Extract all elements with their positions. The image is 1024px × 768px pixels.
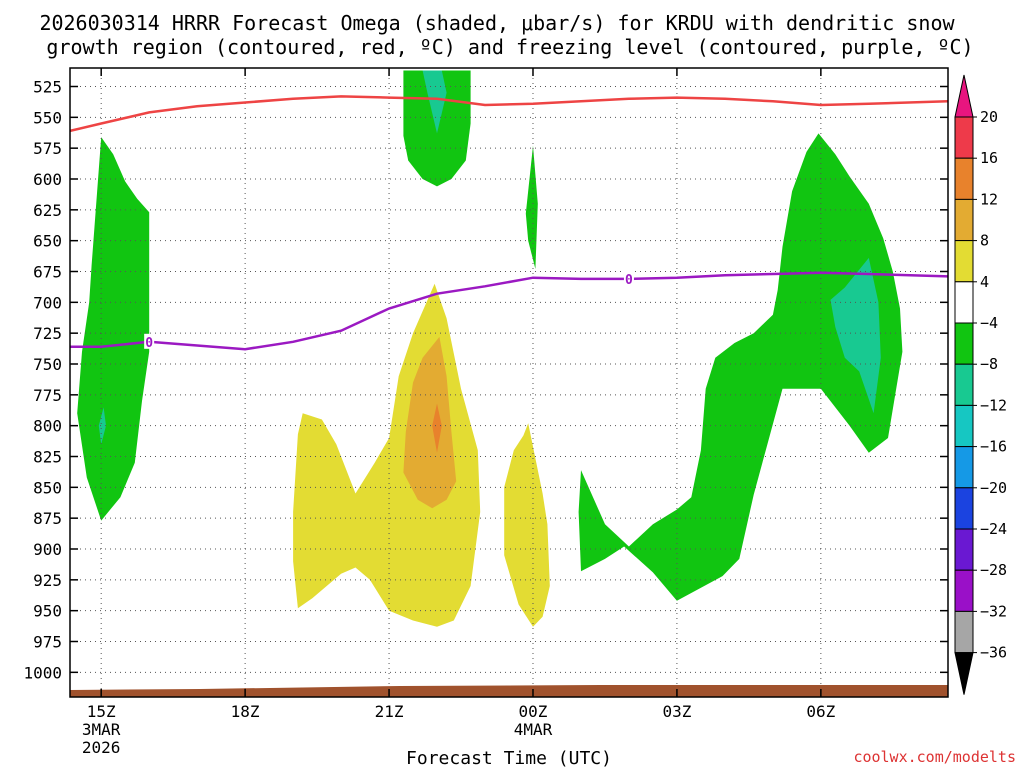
- y-tick-label-800: 800: [33, 417, 62, 436]
- x-tick-label-03Z: 03Z: [662, 702, 691, 721]
- contour-label-0: 0: [145, 336, 153, 351]
- colorbar-bin-11: [954, 569, 974, 612]
- y-tick-label-600: 600: [33, 170, 62, 189]
- omega-region-0: [77, 137, 150, 521]
- terrain-strip: [70, 685, 948, 697]
- colorbar-bin-4: [954, 281, 974, 324]
- colorbar-bin-7: [954, 404, 974, 448]
- colorbar-bin-1: [954, 157, 974, 200]
- omega-region-9: [432, 403, 442, 453]
- colorbar-bottom-arrow: [954, 652, 974, 695]
- colorbar-label-8: −16: [980, 438, 1007, 456]
- contour-label-bg-1: [623, 270, 634, 286]
- contour-label-bg-0: [144, 333, 155, 349]
- colorbar-label-2: 12: [980, 190, 998, 208]
- omega-region-8: [403, 336, 457, 509]
- y-tick-label-700: 700: [33, 293, 62, 312]
- colorbar-bin-10: [954, 528, 974, 571]
- colorbar-bin-9: [954, 487, 974, 530]
- colorbar-label-9: −20: [980, 479, 1007, 497]
- omega-region-10: [504, 423, 550, 627]
- colorbar-label-0: 20: [980, 108, 998, 126]
- colorbar-label-12: −32: [980, 602, 1007, 620]
- y-tick-label-550: 550: [33, 108, 62, 127]
- freezing-level-contour: [70, 271, 949, 351]
- colorbar-bin-3: [954, 240, 974, 283]
- y-tick-label-950: 950: [33, 602, 62, 621]
- y-tick-label-625: 625: [33, 201, 62, 220]
- y-tick-label-850: 850: [33, 478, 62, 497]
- x-tick-label-00Z: 00Z: [519, 702, 548, 721]
- x-tick-label-06Z: 06Z: [806, 702, 835, 721]
- x-tick-sublabel-15Z: 3MAR: [82, 720, 121, 739]
- omega-region-4: [525, 145, 538, 269]
- x-tick-label-21Z: 21Z: [375, 702, 404, 721]
- colorbar-label-3: 8: [980, 232, 989, 250]
- colorbar-label-10: −24: [980, 520, 1007, 538]
- y-tick-label-525: 525: [33, 78, 62, 97]
- y-tick-label-875: 875: [33, 509, 62, 528]
- colorbar-label-6: −8: [980, 355, 998, 373]
- x-tick-label-15Z: 15Z: [87, 702, 116, 721]
- y-tick-label-575: 575: [33, 139, 62, 158]
- dendritic-growth-contour: [69, 95, 949, 133]
- y-tick-label-725: 725: [33, 324, 62, 343]
- omega-region-1: [98, 407, 106, 445]
- colorbar-label-1: 16: [980, 149, 998, 167]
- colorbar-bin-5: [954, 322, 974, 365]
- credit-text: coolwx.com/modelts: [853, 748, 1016, 766]
- omega-region-6: [830, 257, 881, 414]
- colorbar-label-7: −12: [980, 396, 1007, 414]
- colorbar-bin-6: [954, 363, 974, 406]
- y-tick-label-825: 825: [33, 448, 62, 467]
- colorbar-top-arrow: [954, 74, 974, 118]
- colorbar-label-13: −36: [980, 644, 1007, 662]
- y-tick-label-925: 925: [33, 571, 62, 590]
- contour-label-1: 0: [625, 273, 633, 288]
- y-tick-label-975: 975: [33, 633, 62, 652]
- y-tick-label-1000: 1000: [23, 663, 62, 682]
- colorbar-bin-12: [954, 610, 974, 654]
- chart-title-line1: 2026030314 HRRR Forecast Omega (shaded, …: [39, 11, 955, 35]
- colorbar-bin-2: [954, 198, 974, 242]
- colorbar-label-5: −4: [980, 314, 998, 332]
- omega-region-5: [578, 133, 903, 601]
- plot-area: 0052555057560062565067570072575077580082…: [23, 67, 1007, 757]
- colorbar-bin-8: [954, 446, 974, 489]
- x-tick-sublabel2-15Z: 2026: [82, 738, 121, 757]
- y-tick-label-750: 750: [33, 355, 62, 374]
- y-tick-label-650: 650: [33, 232, 62, 251]
- y-tick-label-675: 675: [33, 263, 62, 282]
- y-tick-label-900: 900: [33, 540, 62, 559]
- plot-frame: [69, 67, 949, 698]
- chart-title-line2: growth region (contoured, red, ºC) and f…: [46, 35, 973, 59]
- colorbar-bin-0: [954, 116, 974, 159]
- x-tick-label-18Z: 18Z: [231, 702, 260, 721]
- x-tick-sublabel-00Z: 4MAR: [514, 720, 553, 739]
- x-axis-label: Forecast Time (UTC): [406, 748, 612, 768]
- y-tick-label-775: 775: [33, 386, 62, 405]
- colorbar-label-4: 4: [980, 273, 989, 291]
- colorbar-label-11: −28: [980, 561, 1007, 579]
